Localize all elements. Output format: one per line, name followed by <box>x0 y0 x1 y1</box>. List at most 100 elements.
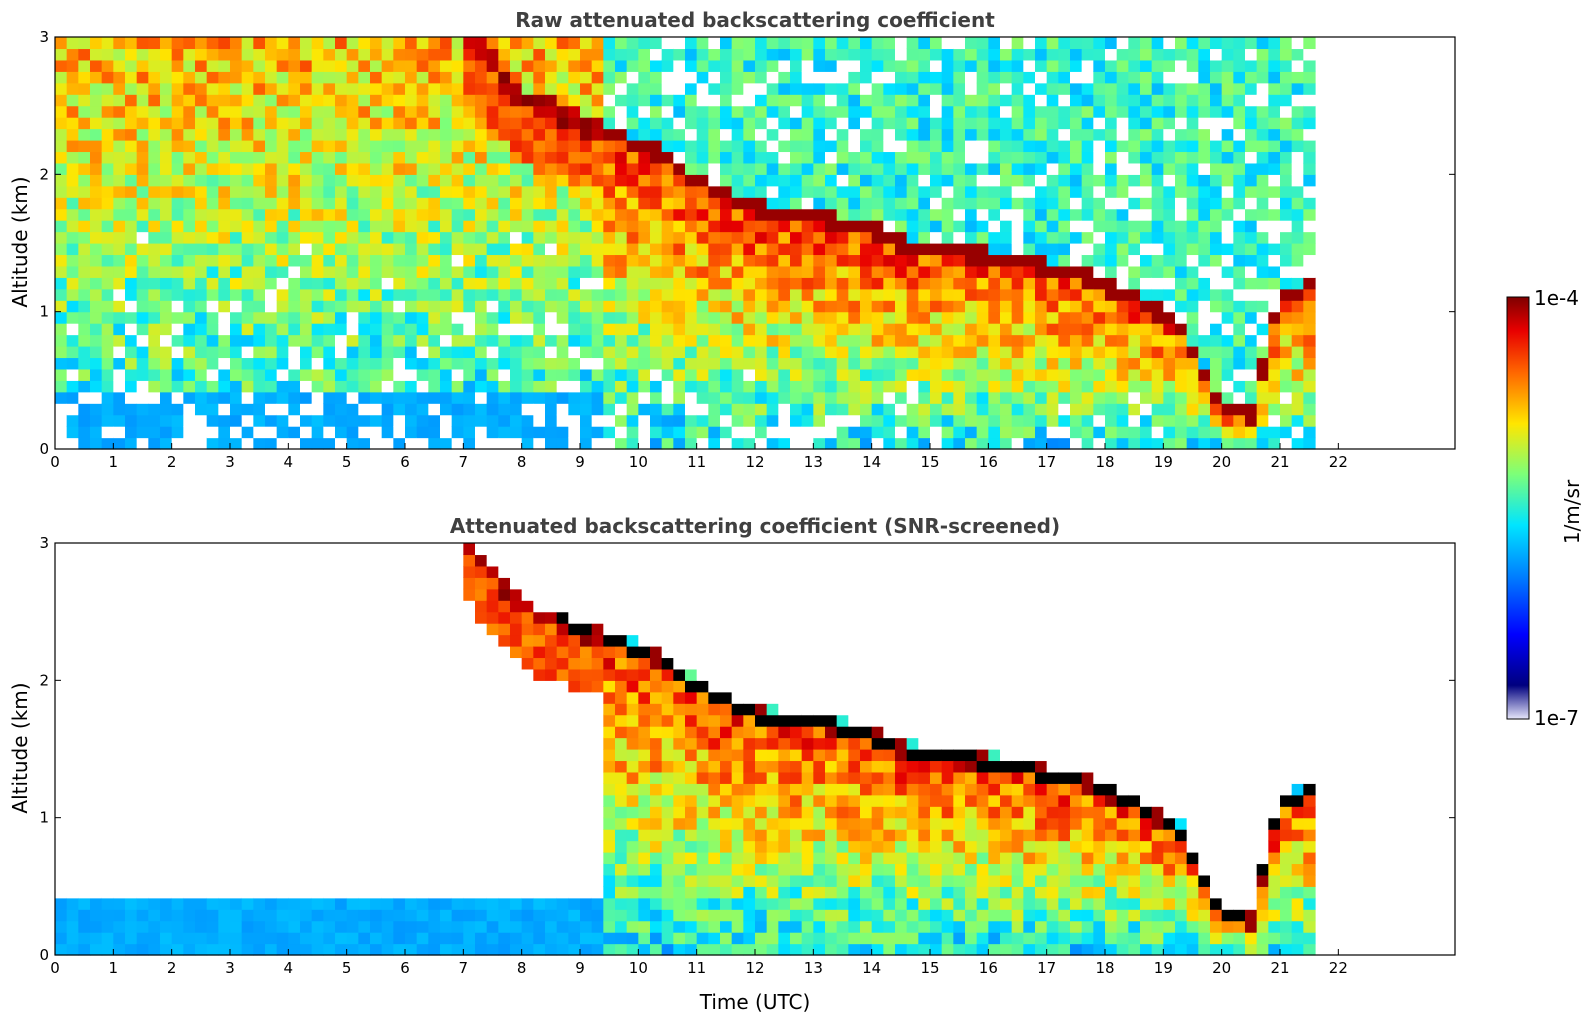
heatmap-cell <box>486 346 499 359</box>
heatmap-cell <box>626 391 639 404</box>
heatmap-cell <box>486 105 499 118</box>
heatmap-cell <box>1186 59 1199 72</box>
heatmap-cell <box>195 943 208 956</box>
heatmap-cell <box>451 220 464 233</box>
heatmap-cell <box>370 760 383 773</box>
heatmap-cell <box>370 334 383 347</box>
heatmap-cell <box>755 311 768 324</box>
heatmap-cell <box>1116 197 1129 210</box>
heatmap-cell <box>1198 151 1211 164</box>
heatmap-cell <box>125 403 138 416</box>
heatmap-cell <box>1058 117 1071 130</box>
heatmap-cell <box>708 277 721 290</box>
heatmap-cell <box>1210 174 1223 187</box>
heatmap-cell <box>486 162 499 175</box>
heatmap-cell <box>171 71 184 84</box>
heatmap-cell <box>381 174 394 187</box>
heatmap-cell <box>813 197 826 210</box>
heatmap-cell <box>451 334 464 347</box>
heatmap-cell <box>626 414 639 427</box>
heatmap-cell <box>171 37 184 50</box>
heatmap-cell <box>1198 71 1211 84</box>
heatmap-cell <box>463 208 476 221</box>
heatmap-cell <box>335 368 348 381</box>
heatmap-cell <box>1303 162 1316 175</box>
heatmap-cell <box>1233 334 1246 347</box>
heatmap-cell <box>848 105 861 118</box>
heatmap-cell <box>685 323 698 336</box>
heatmap-cell <box>1245 311 1258 324</box>
heatmap-cell <box>101 323 114 336</box>
heatmap-cell <box>731 288 744 301</box>
heatmap-cell <box>393 208 406 221</box>
heatmap-cell <box>743 368 756 381</box>
heatmap-cell <box>988 174 1001 187</box>
heatmap-cell <box>1116 265 1129 278</box>
heatmap-cell <box>55 840 68 853</box>
heatmap-cell <box>813 277 826 290</box>
heatmap-cell <box>125 48 138 61</box>
heatmap-cell <box>766 82 779 95</box>
heatmap-cell <box>1163 334 1176 347</box>
heatmap-cell <box>1175 197 1188 210</box>
heatmap-cell <box>883 357 896 370</box>
heatmap-cell <box>428 162 441 175</box>
heatmap-cell <box>1035 151 1048 164</box>
heatmap-cell <box>241 185 254 198</box>
heatmap-cell <box>825 288 838 301</box>
heatmap-cell <box>265 277 278 290</box>
heatmap-cell <box>370 311 383 324</box>
heatmap-cell <box>78 646 91 659</box>
heatmap-cell <box>1245 368 1258 381</box>
heatmap-cell <box>346 311 359 324</box>
heatmap-cell <box>720 346 733 359</box>
heatmap-cell <box>825 151 838 164</box>
heatmap-cell <box>720 437 733 450</box>
heatmap-cell <box>253 71 266 84</box>
heatmap-cell <box>323 771 336 784</box>
heatmap-cell <box>276 277 289 290</box>
heatmap-cell <box>953 48 966 61</box>
heatmap-cell <box>253 403 266 416</box>
heatmap-cell <box>346 323 359 336</box>
heatmap-cell <box>1140 288 1153 301</box>
heatmap-cell <box>860 162 873 175</box>
heatmap-cell <box>113 611 126 624</box>
heatmap-cell <box>265 680 278 693</box>
heatmap-cell <box>78 680 91 693</box>
heatmap-cell <box>1046 403 1059 416</box>
x-tick-label: 19 <box>1154 453 1173 471</box>
heatmap-cell <box>545 334 558 347</box>
heatmap-cell <box>55 357 68 370</box>
heatmap-cell <box>171 437 184 450</box>
heatmap-cell <box>358 897 371 910</box>
heatmap-cell <box>113 243 126 256</box>
heatmap-cell <box>276 334 289 347</box>
heatmap-cell <box>55 600 68 613</box>
heatmap-cell <box>160 105 173 118</box>
heatmap-cell <box>871 162 884 175</box>
heatmap-cell <box>370 634 383 647</box>
heatmap-cell <box>521 391 534 404</box>
heatmap-cell <box>1268 151 1281 164</box>
heatmap-cell <box>755 59 768 72</box>
heatmap-cell <box>1046 128 1059 141</box>
heatmap-cell <box>1058 265 1071 278</box>
heatmap-cell <box>486 426 499 439</box>
heatmap-cell <box>941 414 954 427</box>
heatmap-cell <box>1070 71 1083 84</box>
heatmap-cell <box>685 311 698 324</box>
heatmap-cell <box>346 543 359 556</box>
heatmap-cell <box>883 197 896 210</box>
heatmap-cell <box>288 391 301 404</box>
heatmap-cell <box>276 37 289 50</box>
heatmap-cell <box>708 231 721 244</box>
heatmap-cell <box>1186 208 1199 221</box>
heatmap-cell <box>183 105 196 118</box>
heatmap-cell <box>965 380 978 393</box>
heatmap-cell <box>615 254 628 267</box>
heatmap-cell <box>358 94 371 107</box>
heatmap-cell <box>521 254 534 267</box>
heatmap-cell <box>1105 48 1118 61</box>
heatmap-cell <box>510 311 523 324</box>
